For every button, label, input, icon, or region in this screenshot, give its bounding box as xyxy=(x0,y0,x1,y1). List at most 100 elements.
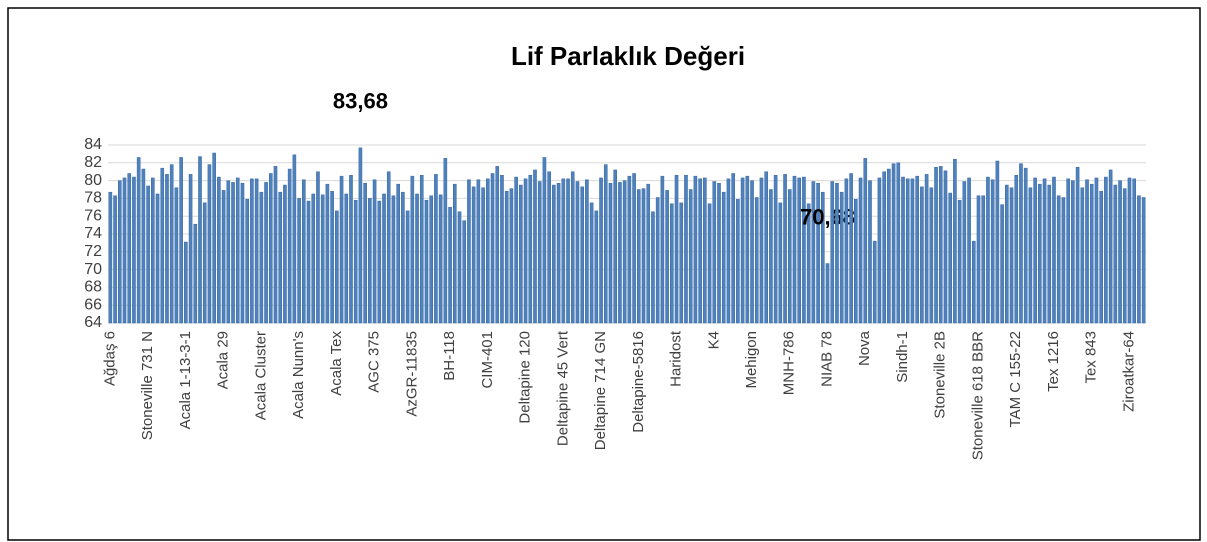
bar xyxy=(344,193,349,324)
y-tick-label: 68 xyxy=(84,279,102,296)
bar xyxy=(953,158,957,324)
bar xyxy=(1075,167,1080,324)
bar xyxy=(858,177,863,324)
bar xyxy=(434,174,438,324)
bar xyxy=(122,177,127,324)
x-tick-label: Ağdaş 6 xyxy=(101,331,118,386)
bar xyxy=(471,186,476,324)
y-tick-label: 82 xyxy=(84,154,102,171)
x-tick-label: Deltapine 714 GN xyxy=(592,331,609,450)
bar xyxy=(726,178,731,324)
y-tick-label: 74 xyxy=(84,225,102,242)
bar xyxy=(382,193,386,324)
bar xyxy=(419,175,424,324)
bar xyxy=(486,178,490,324)
bar xyxy=(698,178,702,324)
bar xyxy=(155,193,160,324)
bar xyxy=(849,173,853,324)
bar xyxy=(684,175,688,324)
bar xyxy=(693,175,698,324)
bar xyxy=(165,174,169,324)
bar xyxy=(792,175,797,324)
y-tick-label: 70 xyxy=(84,261,102,278)
bar xyxy=(127,173,132,324)
bar xyxy=(872,240,877,324)
bar xyxy=(613,169,618,324)
bar xyxy=(636,189,641,324)
bar xyxy=(1000,204,1004,324)
x-tick-label: Deltapine 120 xyxy=(517,331,534,424)
x-tick-label: Nova xyxy=(856,330,873,366)
x-tick-label: BH-118 xyxy=(441,331,458,381)
bar xyxy=(136,157,141,324)
bar xyxy=(811,181,816,324)
y-tick-label: 76 xyxy=(84,207,102,224)
bar xyxy=(957,199,962,324)
bar xyxy=(797,177,802,324)
bar xyxy=(509,188,514,324)
bar xyxy=(736,199,740,324)
bar xyxy=(901,176,905,324)
bar xyxy=(778,202,783,324)
bar xyxy=(868,180,872,324)
bar xyxy=(500,175,504,324)
bar xyxy=(429,195,434,324)
bar xyxy=(641,188,646,324)
bar xyxy=(740,177,745,324)
bar xyxy=(226,180,231,324)
bar xyxy=(287,168,292,324)
x-tick-label: AGC 375 xyxy=(366,331,383,393)
bar xyxy=(254,178,259,324)
bar xyxy=(283,184,287,324)
bar xyxy=(707,203,712,324)
bar xyxy=(301,179,306,324)
bar xyxy=(721,191,726,324)
bar xyxy=(986,176,990,324)
bar xyxy=(1047,184,1052,324)
bar xyxy=(938,166,943,324)
bar xyxy=(1019,163,1023,324)
bar xyxy=(1028,187,1033,324)
y-tick-label: 80 xyxy=(84,172,102,189)
bar xyxy=(618,182,622,324)
bar xyxy=(179,157,183,324)
bar xyxy=(117,180,122,324)
bar xyxy=(146,185,150,324)
bar xyxy=(1137,195,1141,324)
x-tick-label: Stoneville 731 N xyxy=(139,331,156,440)
bar xyxy=(1033,177,1037,324)
bar xyxy=(495,166,500,324)
bar xyxy=(995,160,1000,324)
x-tick-label: AzGR-11835 xyxy=(403,331,420,417)
bar xyxy=(773,175,778,324)
bar xyxy=(703,177,707,324)
bar xyxy=(603,164,608,324)
bar xyxy=(915,175,919,324)
bar xyxy=(297,198,301,324)
bar xyxy=(552,184,556,324)
bar xyxy=(542,157,547,324)
bar xyxy=(438,194,443,324)
data-label: 83,68 xyxy=(333,89,388,114)
bar xyxy=(467,179,471,324)
bar xyxy=(585,179,589,324)
bar xyxy=(674,175,679,324)
bar xyxy=(245,199,249,324)
bar xyxy=(1014,175,1019,324)
bar xyxy=(377,200,382,324)
bar xyxy=(424,199,429,324)
bar xyxy=(1071,180,1075,324)
bar xyxy=(292,154,297,324)
bar xyxy=(372,179,377,324)
bar xyxy=(311,193,316,324)
bar xyxy=(335,210,339,324)
bar xyxy=(1094,177,1099,324)
x-tick-label: Acala Tex xyxy=(328,331,345,396)
bar xyxy=(353,199,358,324)
bar xyxy=(514,176,518,324)
x-tick-label: Haridost xyxy=(668,330,685,387)
bar xyxy=(415,193,419,324)
y-tick-label: 84 xyxy=(84,136,102,153)
bar xyxy=(462,220,467,324)
x-tick-label: Deltapine-5816 xyxy=(630,331,647,433)
